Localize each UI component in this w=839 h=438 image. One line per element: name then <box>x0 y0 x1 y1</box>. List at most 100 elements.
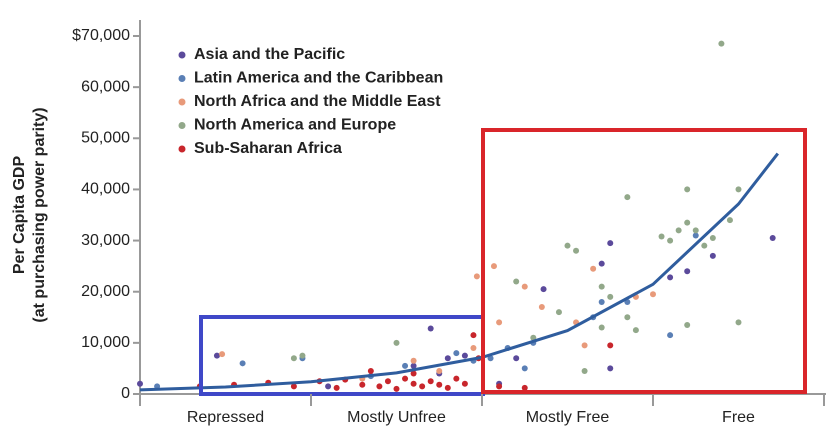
point <box>410 357 417 364</box>
point <box>607 342 614 349</box>
point <box>219 351 226 358</box>
point <box>607 365 614 372</box>
point <box>427 325 434 332</box>
point <box>490 263 497 270</box>
point <box>461 352 468 359</box>
y-tick-label: 60,000 <box>81 78 130 95</box>
legend-label: Asia and the Pacific <box>194 46 345 63</box>
point <box>521 384 528 391</box>
legend-marker <box>178 98 186 106</box>
point <box>402 362 409 369</box>
legend-label: Latin America and the Caribbean <box>194 70 443 87</box>
point <box>213 352 220 359</box>
y-axis-title: Per Capita GDP (at purchasing power pari… <box>11 107 48 322</box>
point <box>393 385 400 392</box>
point <box>521 365 528 372</box>
point <box>496 383 503 390</box>
point <box>299 352 306 359</box>
point <box>564 242 571 249</box>
point <box>521 283 528 290</box>
point <box>239 360 246 367</box>
x-tick-label: Mostly Unfree <box>347 409 446 426</box>
y-tick-label: 20,000 <box>81 283 130 300</box>
point <box>419 383 426 390</box>
point <box>607 240 614 247</box>
point <box>667 274 674 281</box>
point <box>573 247 580 254</box>
legend-marker <box>178 122 186 129</box>
point <box>384 378 391 385</box>
y-axis-title-line: Per Capita GDP <box>11 156 28 275</box>
point <box>453 350 460 357</box>
legend-label: North America and Europe <box>194 117 396 134</box>
point <box>726 217 733 224</box>
point <box>530 334 537 341</box>
point <box>290 383 297 390</box>
point <box>402 375 409 382</box>
point <box>581 342 588 349</box>
point <box>427 378 434 385</box>
legend-marker <box>178 145 186 153</box>
y-axis-title-line: (at purchasing power parity) <box>31 107 48 322</box>
point <box>461 380 468 387</box>
point <box>590 265 597 272</box>
point <box>735 319 742 326</box>
point <box>624 194 631 201</box>
point <box>333 384 340 391</box>
y-tick-label: 30,000 <box>81 232 130 249</box>
legend-label: North Africa and the Middle East <box>194 93 441 110</box>
point <box>540 286 547 293</box>
point <box>709 252 716 259</box>
point <box>410 362 417 369</box>
point <box>470 344 477 351</box>
point <box>598 298 605 305</box>
x-tick-label: Free <box>722 409 755 426</box>
point <box>667 332 674 339</box>
point <box>701 242 708 249</box>
point <box>667 237 674 244</box>
point <box>444 384 451 391</box>
point <box>684 219 691 226</box>
point <box>581 367 588 374</box>
point <box>410 370 417 377</box>
point <box>692 232 699 239</box>
point <box>513 278 520 285</box>
point <box>393 339 400 346</box>
point <box>376 383 383 390</box>
point <box>410 380 417 387</box>
point <box>735 186 742 193</box>
y-tick-label: 50,000 <box>81 130 130 147</box>
point <box>675 227 682 234</box>
point <box>359 381 366 388</box>
x-tick-label: Mostly Free <box>526 409 610 426</box>
point <box>709 235 716 242</box>
point <box>684 321 691 328</box>
point <box>684 186 691 193</box>
highlight-box <box>481 128 807 394</box>
point <box>598 283 605 290</box>
point <box>718 40 725 47</box>
point <box>453 375 460 382</box>
legend-label: Sub-Saharan Africa <box>194 140 342 157</box>
point <box>684 268 691 275</box>
point <box>513 355 520 362</box>
point <box>325 383 332 390</box>
point <box>470 332 477 339</box>
y-tick-label: 0 <box>121 385 130 402</box>
point <box>137 380 143 387</box>
legend-marker <box>178 75 186 82</box>
point <box>650 291 656 298</box>
point <box>769 235 776 242</box>
point <box>624 314 631 321</box>
y-tick-label: 10,000 <box>81 334 130 351</box>
y-tick-label: 40,000 <box>81 181 130 198</box>
point <box>367 367 374 374</box>
point <box>658 233 665 240</box>
point <box>632 327 639 334</box>
point <box>436 381 443 388</box>
point <box>555 309 562 316</box>
point <box>436 367 443 374</box>
point <box>473 273 480 280</box>
point <box>607 293 614 300</box>
